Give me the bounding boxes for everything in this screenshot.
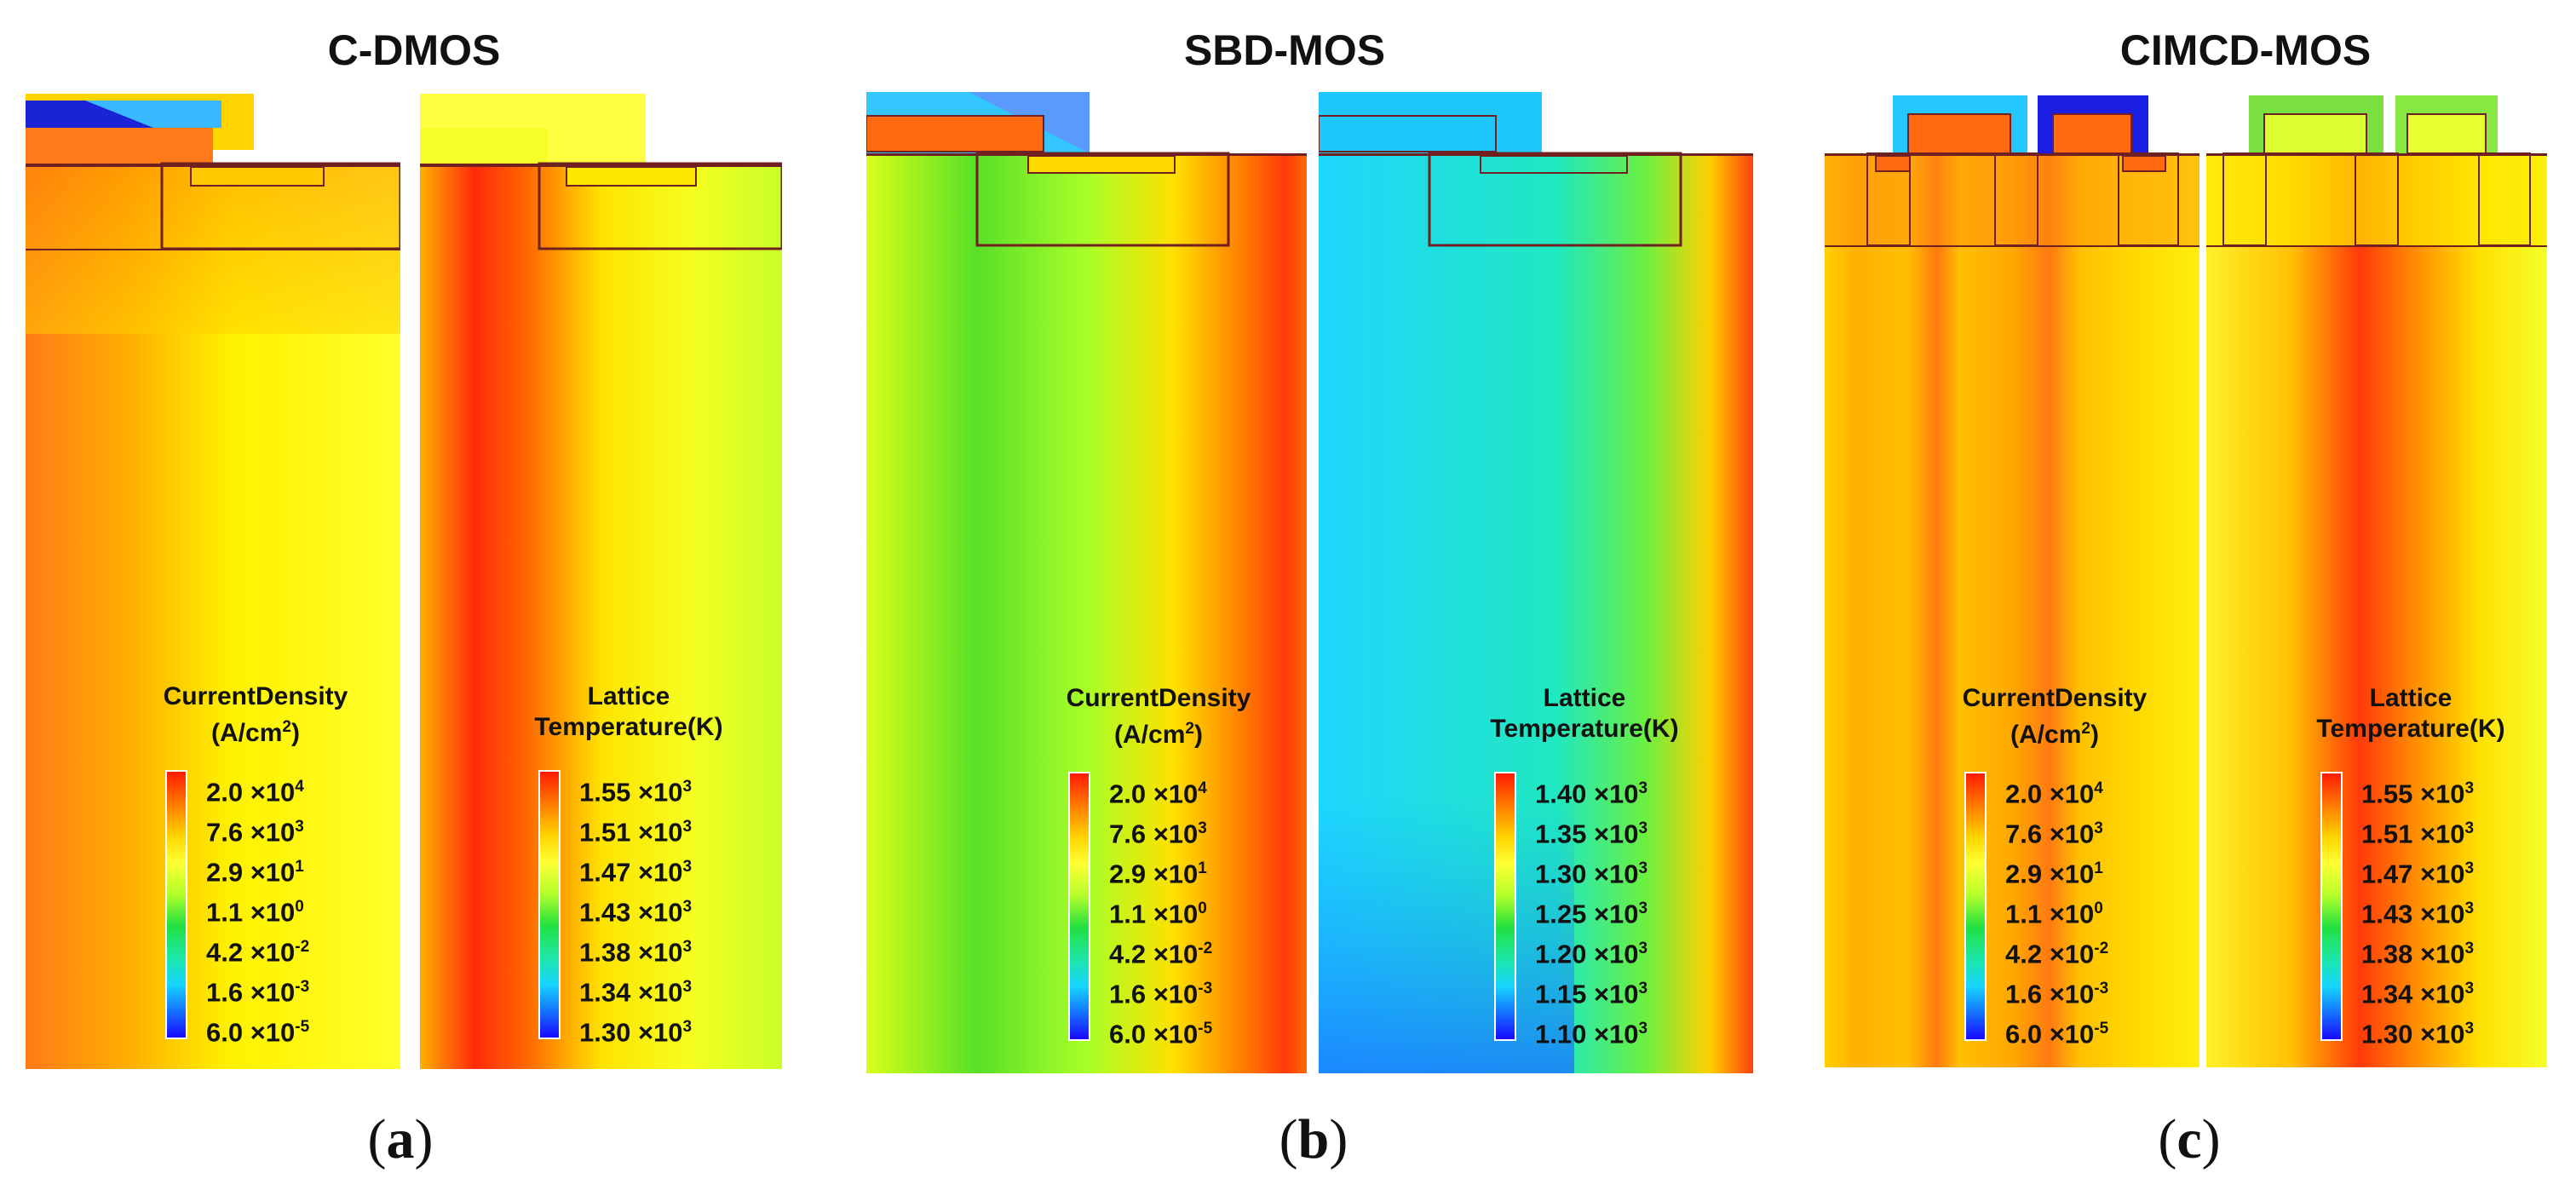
lattice-temperature-legend: Lattice Temperature(K) 1.55 ×103 1.51 ×1… <box>2283 683 2556 1058</box>
tick-label: 1.20 ×103 <box>1535 939 1648 969</box>
tick-label: 1.47 ×103 <box>579 857 693 888</box>
panel-title: SBD-MOS <box>1183 26 1386 74</box>
panel-label: (b) <box>1279 1108 1348 1170</box>
tick-label: 1.30 ×103 <box>579 1017 693 1048</box>
legend-title: Lattice Temperature(K) <box>2316 684 2505 743</box>
tick-label: 4.2 ×10-2 <box>206 937 310 968</box>
current-density-legend: CurrentDensity (A/cm2) 2.0 ×104 7.6 ×103… <box>1927 683 2191 1058</box>
panel-label: (c) <box>2158 1108 2221 1170</box>
tick-label: 6.0 ×10-5 <box>1109 1019 1213 1049</box>
legend-title: Lattice Temperature(K) <box>534 682 723 741</box>
tick-label: 1.34 ×103 <box>2361 979 2475 1009</box>
lattice-temperature-legend: Lattice Temperature(K) 1.40 ×103 1.35 ×1… <box>1457 683 1729 1058</box>
current-density-map <box>26 94 400 1069</box>
tick-label: 1.6 ×10-3 <box>1109 979 1213 1009</box>
tick-label: 7.6 ×103 <box>2005 819 2103 849</box>
tick-label: 7.6 ×103 <box>206 817 304 848</box>
tick-label: 1.6 ×10-3 <box>2005 979 2109 1009</box>
current-density-map <box>866 92 1307 1073</box>
lattice-temperature-map <box>420 94 782 1069</box>
color-bar <box>1964 772 1987 1041</box>
tick-label: 6.0 ×10-5 <box>206 1017 310 1048</box>
color-bar <box>1068 772 1090 1041</box>
legend-title: CurrentDensity (A/cm2) <box>1066 684 1251 749</box>
panel-title: C-DMOS <box>327 26 501 74</box>
tick-label: 1.38 ×103 <box>2361 939 2475 969</box>
tick-label: 1.35 ×103 <box>1535 819 1648 849</box>
tick-label: 1.47 ×103 <box>2361 859 2475 889</box>
tick-label: 1.43 ×103 <box>579 897 693 928</box>
tick-label: 2.9 ×101 <box>2005 859 2103 889</box>
tick-label: 1.10 ×103 <box>1535 1019 1648 1049</box>
panel-label: (a) <box>367 1108 434 1170</box>
tick-label: 4.2 ×10-2 <box>1109 939 1213 969</box>
legend-title: CurrentDensity (A/cm2) <box>163 682 348 747</box>
tick-label: 1.40 ×103 <box>1535 779 1648 809</box>
tick-label: 1.55 ×103 <box>579 777 693 808</box>
current-density-legend: CurrentDensity (A/cm2) 2.0 ×104 7.6 ×103… <box>128 681 392 1056</box>
tick-label: 7.6 ×103 <box>1109 819 1207 849</box>
tick-label: 2.0 ×104 <box>206 777 304 808</box>
color-bar <box>1494 772 1516 1041</box>
tick-label: 1.38 ×103 <box>579 937 693 968</box>
tick-label: 2.0 ×104 <box>2005 779 2103 809</box>
tick-label: 1.1 ×100 <box>1109 899 1207 929</box>
lattice-temperature-map <box>1319 92 1753 1073</box>
tick-label: 1.51 ×103 <box>2361 819 2475 849</box>
color-bar <box>538 770 561 1039</box>
lattice-temperature-map <box>2206 92 2547 1067</box>
tick-label: 1.1 ×100 <box>2005 899 2103 929</box>
tick-label: 1.51 ×103 <box>579 817 693 848</box>
color-bar <box>165 770 187 1039</box>
color-bar <box>2320 772 2343 1041</box>
tick-label: 1.30 ×103 <box>1535 859 1648 889</box>
legend-title: CurrentDensity (A/cm2) <box>1962 684 2148 749</box>
tick-label: 4.2 ×10-2 <box>2005 939 2109 969</box>
tick-label: 2.0 ×104 <box>1109 779 1207 809</box>
tick-label: 1.30 ×103 <box>2361 1019 2475 1049</box>
tick-label: 1.15 ×103 <box>1535 979 1648 1009</box>
panel-title: CIMCD-MOS <box>2119 26 2372 74</box>
current-density-legend: CurrentDensity (A/cm2) 2.0 ×104 7.6 ×103… <box>1031 683 1295 1058</box>
tick-label: 1.1 ×100 <box>206 897 304 928</box>
tick-label: 2.9 ×101 <box>1109 859 1207 889</box>
legend-title: Lattice Temperature(K) <box>1490 684 1679 743</box>
tick-label: 1.55 ×103 <box>2361 779 2475 809</box>
current-density-map <box>1825 92 2199 1067</box>
tick-label: 1.25 ×103 <box>1535 899 1648 929</box>
tick-label: 6.0 ×10-5 <box>2005 1019 2109 1049</box>
tick-label: 2.9 ×101 <box>206 857 304 888</box>
tick-label: 1.43 ×103 <box>2361 899 2475 929</box>
tick-label: 1.6 ×10-3 <box>206 977 310 1008</box>
lattice-temperature-legend: Lattice Temperature(K) 1.55 ×103 1.51 ×1… <box>501 681 765 1056</box>
tick-label: 1.34 ×103 <box>579 977 693 1008</box>
